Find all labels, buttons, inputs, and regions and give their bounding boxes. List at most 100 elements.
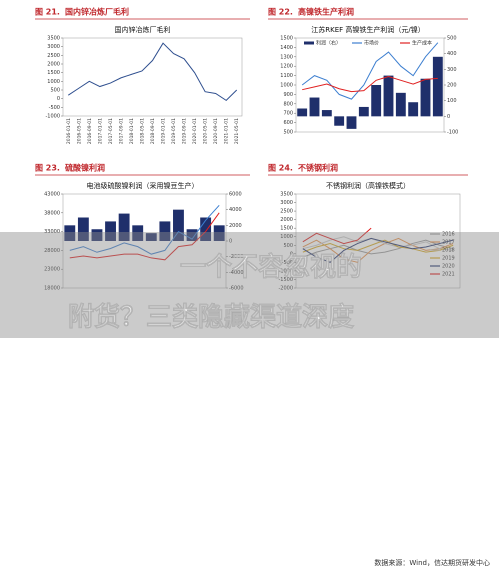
figure-title: 硫酸镍利润 (65, 163, 105, 173)
legend-label: 市场价 (364, 40, 379, 47)
y-tick-label: 0 (57, 96, 60, 102)
x-tick-label: 2017-01-01 (97, 118, 103, 144)
chart-title: 电池级硫酸镍利润（采用镍豆生产） (87, 181, 199, 190)
x-tick-label: 2016-01-01 (66, 118, 72, 144)
y-tick-label: 2500 (47, 53, 60, 59)
y-tick-label: 33000 (44, 229, 60, 235)
y2-tick-label: 4000 (229, 207, 242, 213)
y-tick-label: 1200 (280, 64, 293, 70)
y-tick-label: 500 (50, 88, 60, 94)
y-tick-label: -1000 (45, 114, 60, 120)
series-line (302, 239, 454, 258)
series-line (302, 237, 454, 263)
y-tick-label: 1500 (280, 36, 293, 42)
bar (432, 56, 443, 117)
overlay-text: 一个不容忽视的 (180, 252, 362, 283)
bar (321, 110, 332, 117)
legend-label: 生产成本 (412, 40, 432, 47)
x-tick-label: 2020-09-01 (213, 118, 219, 144)
figure-label: 图 24. (268, 164, 293, 173)
x-tick-label: 2021-01-01 (224, 118, 230, 144)
overlay-band (0, 232, 499, 338)
y-tick-label: 1100 (280, 73, 293, 79)
legend-label: 利润（右） (316, 40, 341, 47)
bar (91, 229, 103, 241)
y-tick-label: 1400 (280, 45, 293, 51)
series-line (302, 239, 454, 253)
x-tick-label: 2019-05-01 (171, 118, 177, 144)
bar (77, 217, 89, 241)
bar (159, 221, 171, 241)
y-tick-label: 900 (283, 92, 293, 98)
series-line (301, 42, 439, 100)
x-tick-label: 2019-09-01 (182, 118, 188, 144)
bar (186, 229, 198, 241)
y-tick-label: 1500 (280, 226, 293, 232)
y-tick-label: 1000 (280, 234, 293, 240)
x-tick-label: 2018-05-01 (139, 118, 145, 144)
y2-tick-label: 2000 (229, 223, 242, 229)
y-tick-label: 43000 (44, 192, 60, 198)
y-tick-label: 2000 (47, 62, 60, 68)
y-tick-label: 700 (283, 111, 293, 117)
bar (408, 102, 419, 117)
bar (297, 108, 308, 117)
y-tick-label: 1000 (280, 83, 293, 89)
y-tick-label: 2000 (280, 217, 293, 223)
y2-tick-label: -100 (447, 130, 458, 136)
y2-tick-label: -6000 (229, 286, 244, 292)
bar (383, 75, 394, 117)
y-tick-label: -1000 (278, 268, 293, 274)
series-line (302, 237, 454, 263)
x-tick-label: 2021-05-01 (234, 118, 240, 144)
y2-tick-label: 500 (447, 36, 457, 42)
y-tick-label: -500 (49, 105, 60, 111)
y-tick-label: 18000 (44, 286, 60, 292)
y2-tick-label: 300 (447, 67, 457, 73)
y-tick-label: 500 (283, 130, 293, 136)
bar (213, 225, 225, 241)
y-tick-label: 3500 (280, 192, 293, 198)
figure-label: 图 23. (35, 164, 60, 173)
legend-label: 2019 (442, 256, 455, 262)
y2-tick-label: 6000 (229, 192, 242, 198)
legend-label: 2020 (442, 264, 455, 270)
series-line (302, 236, 454, 251)
chart-title: 国内锌冶炼厂毛利 (115, 25, 171, 34)
bar (420, 78, 431, 117)
bar (371, 85, 382, 117)
figure-title: 国内锌冶炼厂毛利 (65, 7, 129, 17)
series-line (67, 42, 238, 102)
y2-tick-label: 0 (229, 239, 232, 245)
y-tick-label: -1500 (278, 277, 293, 283)
figure-title: 不锈钢利润 (298, 163, 338, 173)
plot-frame (295, 193, 461, 289)
bar (173, 209, 184, 241)
y-tick-label: -500 (282, 260, 293, 266)
y-tick-label: 600 (283, 120, 293, 126)
bar (334, 116, 345, 126)
x-tick-label: 2018-09-01 (150, 118, 156, 144)
y2-tick-label: 400 (447, 51, 457, 57)
legend-label: 2021 (442, 272, 455, 278)
x-tick-label: 2019-01-01 (161, 118, 167, 144)
bar (64, 225, 76, 241)
y-tick-label: 3000 (280, 200, 293, 206)
y-tick-label: 3500 (47, 36, 60, 42)
y-tick-label: 1300 (280, 54, 293, 60)
series-line (302, 76, 438, 93)
x-tick-label: 2020-05-01 (203, 118, 209, 144)
figure-label: 图 22. (268, 8, 293, 17)
y-tick-label: 3000 (47, 44, 60, 50)
bar (346, 116, 357, 129)
bar (118, 213, 130, 241)
y-tick-label: 23000 (44, 267, 60, 273)
x-tick-label: 2020-01-01 (192, 118, 198, 144)
legend-label: 2016 (442, 232, 455, 238)
bar (145, 233, 157, 241)
bar (395, 92, 406, 117)
figure-title: 高镍铁生产利润 (298, 7, 354, 17)
chart-title: 江苏RKEF 高镍铁生产利润（元/镍） (311, 25, 425, 34)
y-tick-label: 1500 (47, 70, 60, 76)
